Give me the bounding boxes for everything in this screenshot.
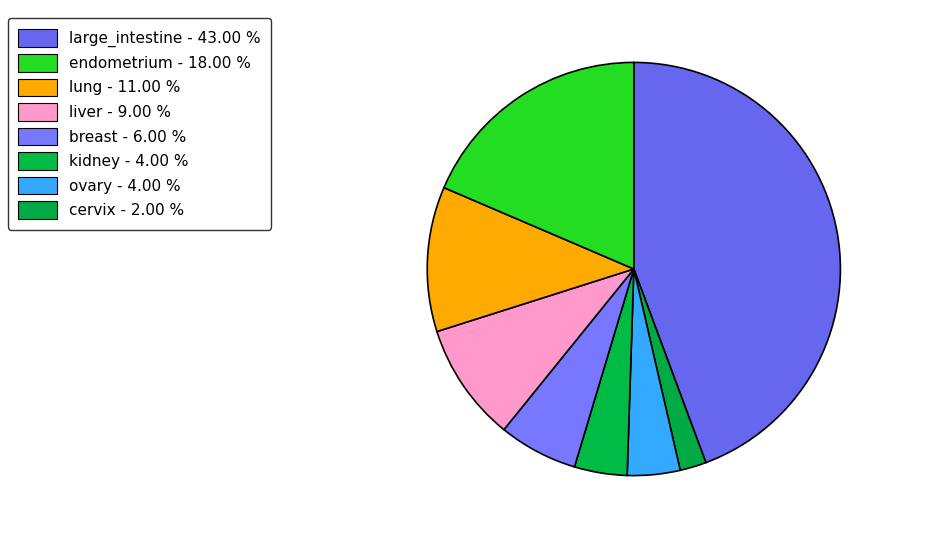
Legend: large_intestine - 43.00 %, endometrium - 18.00 %, lung - 11.00 %, liver - 9.00 %: large_intestine - 43.00 %, endometrium -… xyxy=(8,18,271,230)
Wedge shape xyxy=(427,188,634,331)
Wedge shape xyxy=(634,62,840,463)
Wedge shape xyxy=(627,269,680,476)
Wedge shape xyxy=(634,269,706,470)
Wedge shape xyxy=(437,269,634,430)
Wedge shape xyxy=(504,269,634,467)
Wedge shape xyxy=(575,269,634,476)
Wedge shape xyxy=(444,62,634,269)
